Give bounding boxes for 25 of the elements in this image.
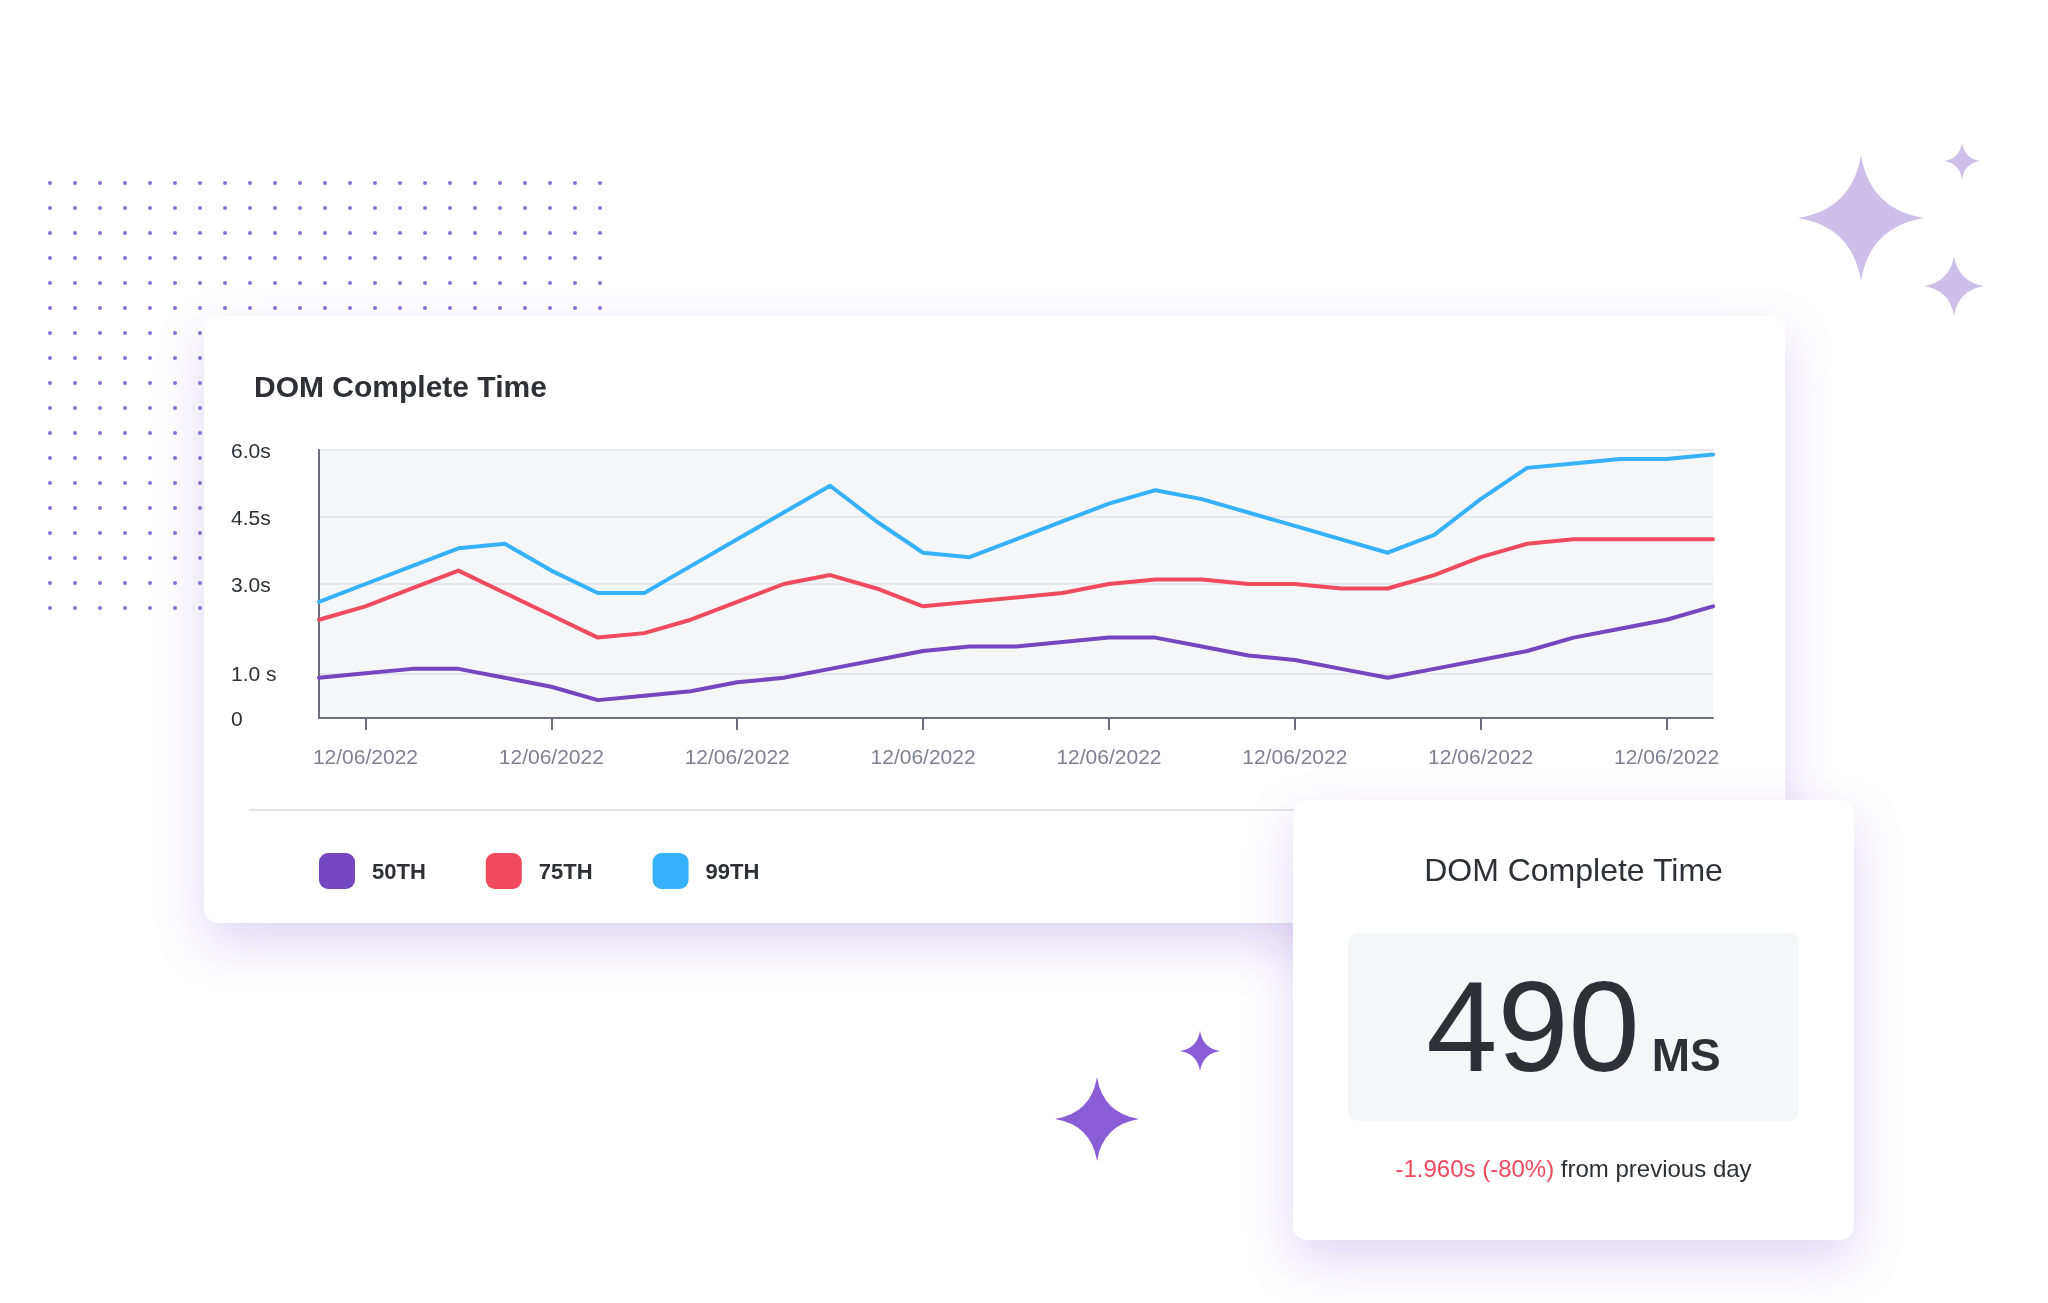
line-series [317,604,1715,703]
x-tick-label: 12/06/2022 [1428,745,1534,768]
text: 490 [1426,954,1640,1100]
x-tick-label: 12/06/2022 [870,745,976,768]
y-tick-label: 1.0 s [231,661,277,685]
text: -1.960s (-80%) [1395,1155,1555,1182]
legend-label: 50TH [372,858,426,884]
y-tick-label: 4.5s [231,505,271,529]
text: DOM Complete Time [1423,852,1724,889]
x-tick-label: 12/06/2022 [1056,745,1162,768]
line-series [317,537,1715,640]
x-tick-label: 12/06/2022 [1613,745,1720,768]
x-tick-label: 12/06/2022 [498,745,604,768]
legend-label: 99TH [705,858,760,884]
x-tick-label: 12/06/2022 [1242,745,1348,768]
legend-label: 75TH [538,858,593,884]
text: MS [1651,1028,1721,1083]
line-series [317,452,1715,604]
x-tick-label: 12/06/2022 [312,745,419,768]
y-tick-label: 3.0s [231,572,271,596]
text: from previous day [1559,1155,1752,1182]
chart-title: DOM Complete Time [254,369,547,403]
x-tick-label: 12/06/2022 [684,745,790,768]
y-tick-label: 0 [231,706,243,730]
y-tick-label: 6.0s [231,438,271,462]
